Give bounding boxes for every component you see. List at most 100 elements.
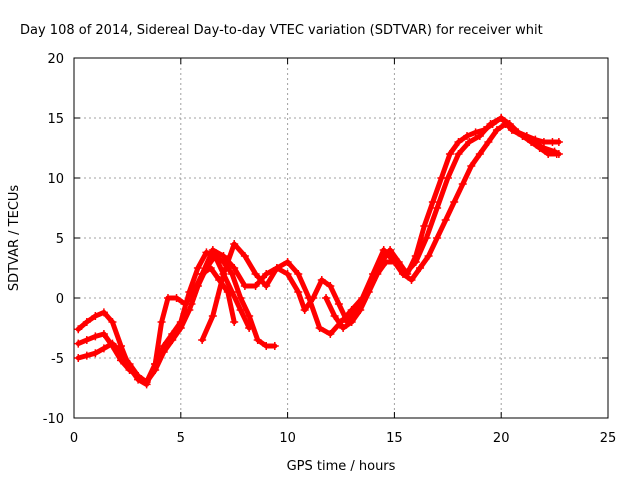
data-point (454, 150, 463, 158)
data-point (198, 270, 207, 278)
data-point (116, 356, 125, 365)
data-point (420, 222, 429, 230)
data-point (283, 258, 292, 266)
data-point (116, 348, 125, 356)
data-point (554, 138, 563, 146)
data-point (99, 308, 108, 317)
data-point (424, 252, 433, 260)
data-point (228, 288, 237, 296)
data-point (398, 270, 407, 278)
data-point (240, 282, 249, 290)
data-point (230, 264, 239, 272)
data-point (315, 324, 324, 332)
data-point (475, 132, 484, 140)
chart-title: Day 108 of 2014, Sidereal Day-to-day VTE… (20, 23, 543, 38)
data-point (82, 336, 91, 344)
data-point (411, 258, 420, 266)
data-point (501, 120, 510, 128)
series-track-4 (187, 114, 563, 326)
y-tick-label: -10 (43, 412, 64, 427)
data-point (82, 318, 91, 326)
data-point (283, 270, 292, 278)
data-point (463, 132, 472, 140)
series-line (75, 265, 237, 387)
series-line (323, 121, 560, 331)
data-point (163, 294, 172, 302)
data-point (151, 360, 160, 368)
data-point (74, 354, 83, 362)
data-point (193, 264, 202, 272)
data-point (230, 240, 239, 248)
data-point (416, 264, 425, 272)
data-point (441, 216, 450, 224)
data-point (74, 339, 83, 348)
series-track-2 (74, 252, 279, 386)
x-tick-label: 0 (70, 431, 78, 446)
data-point (108, 339, 117, 348)
data-point (326, 282, 335, 290)
data-point (373, 270, 382, 278)
data-point (339, 324, 348, 332)
data-point (518, 132, 527, 140)
data-point (471, 128, 480, 137)
data-point (322, 294, 331, 302)
data-point (484, 138, 493, 146)
data-point (142, 378, 151, 386)
data-point (475, 150, 484, 158)
data-point (294, 270, 303, 278)
data-point (251, 282, 260, 290)
data-point (364, 288, 373, 296)
data-point (535, 144, 544, 152)
data-point (510, 126, 519, 134)
y-tick-label: 0 (56, 292, 64, 307)
data-point (330, 312, 339, 320)
data-point (176, 318, 185, 326)
data-point (230, 318, 239, 326)
data-point (253, 336, 262, 344)
data-point (236, 306, 245, 314)
data-point (168, 330, 177, 338)
y-axis-label: SDTVAR / TECUs (7, 185, 22, 292)
data-point (326, 330, 335, 338)
series-track-6 (322, 120, 561, 332)
data-point (134, 372, 143, 380)
data-point (381, 258, 390, 266)
data-point (445, 150, 454, 158)
data-point (262, 270, 271, 278)
data-point (99, 344, 108, 353)
data-point (185, 288, 194, 296)
y-tick-label: 5 (56, 232, 64, 247)
data-point (458, 180, 467, 188)
data-point (228, 270, 237, 278)
data-point (379, 246, 388, 254)
data-point (91, 349, 100, 358)
x-tick-label: 10 (279, 431, 296, 446)
data-point (208, 312, 217, 320)
data-point (356, 306, 365, 314)
data-point (99, 330, 108, 338)
data-point (272, 264, 281, 272)
data-point (527, 138, 536, 146)
data-point (236, 294, 245, 302)
x-axis-label: GPS time / hours (287, 459, 396, 474)
series-line (199, 115, 562, 343)
x-tick-label: 5 (177, 431, 185, 446)
data-point (407, 276, 416, 284)
y-tick-label: -5 (51, 352, 64, 367)
data-point (219, 252, 228, 260)
data-point (245, 312, 254, 320)
data-point (187, 300, 196, 308)
data-point (443, 174, 452, 182)
data-point (347, 306, 356, 314)
data-point (492, 126, 501, 134)
data-point (270, 342, 279, 350)
data-point (219, 270, 228, 278)
data-point (208, 246, 217, 254)
data-point (245, 324, 254, 332)
data-point (157, 318, 166, 326)
data-point (486, 120, 495, 128)
data-point (262, 282, 271, 290)
tick-labels: 0 5 10 15 20 25 -10 -5 0 5 10 15 20 (43, 52, 617, 446)
data-point (450, 198, 459, 206)
